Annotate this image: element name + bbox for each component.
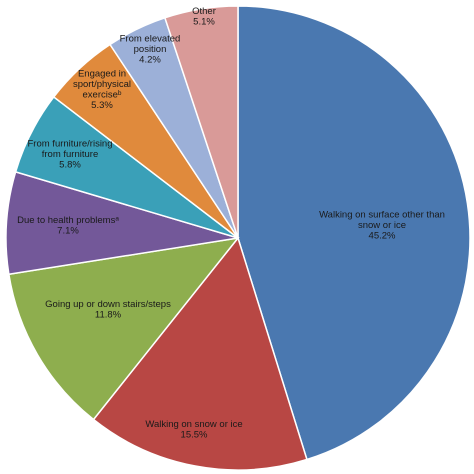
slice-label: Walking on snow or ice 15.5%: [145, 419, 242, 441]
slice-label: Engaged in sport/physical exerciseᵇ 5.3%: [73, 68, 131, 111]
slice-label: Due to health problemsᵃ 7.1%: [17, 215, 119, 237]
slice-category-label: Other: [192, 6, 216, 17]
slice-value-label: 11.8%: [95, 309, 122, 320]
pie-slice: [163, 5, 239, 239]
slice-category-label: from furniture: [42, 149, 99, 160]
slice-value-label: 5.1%: [193, 16, 215, 27]
slice-category-label: exerciseᵇ: [83, 89, 122, 100]
slice-category-label: Walking on snow or ice: [145, 419, 242, 430]
slice-category-label: From furniture/rising: [28, 139, 113, 150]
slice-category-label: Going up or down stairs/steps: [45, 299, 171, 310]
slice-category-label: Engaged in: [78, 68, 126, 79]
pie-slice: [92, 236, 308, 471]
slice-value-label: 7.1%: [57, 225, 79, 236]
pie-slices: [5, 5, 471, 471]
slice-label: From furniture/rising from furniture 5.8%: [28, 139, 113, 171]
pie-slice: [5, 170, 239, 276]
pie-labels: Walking on surface other than snow or ice…: [17, 6, 445, 441]
pie-slice: [237, 5, 471, 461]
slice-label: Other 5.1%: [192, 6, 216, 28]
slice-category-label: sport/physical: [73, 79, 131, 90]
slice-value-label: 45.2%: [369, 231, 396, 242]
pie-slice: [7, 236, 240, 421]
slice-category-label: Due to health problemsᵃ: [17, 215, 119, 226]
slice-category-label: Walking on surface other than: [319, 210, 445, 221]
slice-category-label: From elevated: [120, 34, 181, 45]
slice-value-label: 5.8%: [59, 160, 81, 171]
slice-category-label: position: [134, 44, 167, 55]
slice-label: Going up or down stairs/steps 11.8%: [45, 299, 171, 321]
slice-label: From elevated position 4.2%: [120, 34, 181, 66]
slice-value-label: 15.5%: [181, 429, 208, 440]
slice-value-label: 4.2%: [139, 55, 161, 66]
slice-value-label: 5.3%: [91, 100, 113, 111]
slice-label: Walking on surface other than snow or ice…: [319, 210, 445, 242]
slice-category-label: snow or ice: [358, 220, 406, 231]
